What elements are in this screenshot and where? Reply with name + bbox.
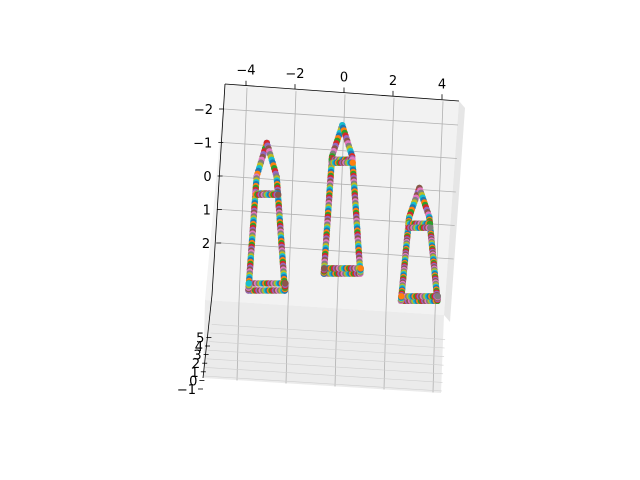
x-tick-label: 2 [389,74,397,89]
z-tick-label: 0 [203,170,211,185]
x-axis-line [224,83,460,102]
y-tick-label: 5 [196,331,204,346]
axis-lines [202,83,460,379]
grid-line-y [211,324,446,340]
z-tick-label: 2 [202,237,210,252]
z-tick-label: −2 [194,103,213,118]
data-points [245,122,441,304]
y-tick-label: 4 [195,340,203,355]
y-axis-line [202,294,213,379]
side-pane [444,101,465,322]
grid-lines [203,87,459,393]
grid-line-x-floor [285,305,289,384]
data-point [282,280,289,287]
z-tick-labels: −2 −1 0 1 2 [193,103,213,252]
z-tick-label: −1 [193,137,212,152]
data-point [434,293,441,300]
grid-line-x-floor [383,311,387,390]
data-point [349,159,356,166]
floor-pane [203,300,444,393]
grid-line-y [206,358,444,375]
x-tick-labels: −4 −2 0 2 4 [236,64,446,93]
data-point [245,280,252,287]
grid-line-z [221,242,454,260]
z-axis-line [211,83,226,296]
x-tick-label: 4 [438,77,446,92]
grid-line-y [209,341,445,357]
grid-line-x [287,91,297,306]
y-tick-label: 1 [191,366,199,381]
y-tick-label: 2 [192,357,200,372]
y-tick-label: 3 [193,349,201,364]
y-tick-label: −1 [177,383,196,398]
data-point [321,265,328,272]
grid-line-x-floor [334,308,338,387]
grid-line-y [203,375,443,392]
x-tick-label: −4 [236,64,255,79]
tick-marks [198,80,443,390]
data-point [357,265,364,272]
grid-line-x-floor [236,302,240,381]
data-point [398,293,405,300]
x-tick-label: −2 [285,67,304,82]
grid-line-x-floor [432,314,436,393]
x-tick-label: 0 [340,71,348,86]
grid-line-y [210,332,445,349]
grid-line-x [238,87,248,303]
grid-line-y [205,367,443,383]
grid-line-z [223,142,457,159]
z-tick-label: 1 [203,204,211,219]
grid-line-x [385,97,395,312]
data-point [427,224,434,231]
grid-line-y [207,349,444,366]
data-point [275,191,282,198]
y-tick-label: 0 [189,374,197,389]
grid-line-z [223,108,459,126]
